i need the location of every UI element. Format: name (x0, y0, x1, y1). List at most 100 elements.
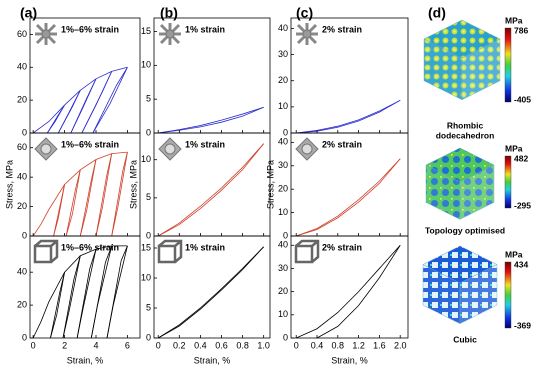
y-tick-label: 5 (146, 192, 151, 202)
y-tick-label: 10 (141, 154, 151, 164)
icon-shape (33, 244, 53, 264)
y-tick-label: 30 (278, 263, 288, 273)
x-tick-label: 2 (62, 340, 67, 350)
data-line (50, 245, 128, 339)
x-tick-label: 0 (156, 340, 161, 350)
colorbar (504, 261, 512, 329)
data-line (32, 66, 128, 134)
y-tick-label: 5 (146, 302, 151, 312)
lattice-face (461, 38, 501, 101)
x-tick-label: 0.8 (332, 340, 345, 350)
icon-shape (158, 239, 183, 263)
panel-label: (a) (20, 5, 37, 21)
colorbar-max: 482 (514, 153, 528, 163)
x-tick-label: 0.2 (173, 340, 186, 350)
x-axis-label: Strain, % (67, 355, 104, 365)
y-tick-label: 0 (22, 230, 27, 240)
data-line (296, 245, 401, 339)
data-line (158, 106, 264, 134)
lattice-icon (35, 23, 57, 45)
x-axis-label: Strain, % (331, 355, 368, 365)
data-line (46, 67, 128, 134)
lattice-icon (158, 137, 182, 161)
colorbar-unit: MPa (505, 249, 523, 259)
colorbar-min: -295 (514, 200, 531, 210)
lattice-render (425, 147, 495, 220)
y-tick-label: 0 (146, 127, 151, 137)
y-tick-label: 20 (17, 201, 27, 211)
annotation: 1%–6% strain (61, 242, 119, 252)
y-tick-label: 40 (278, 240, 288, 250)
y-tick-label: 40 (278, 137, 288, 147)
data-line (296, 158, 401, 237)
lattice-name: Topology optimised (425, 225, 505, 235)
axes-frame (290, 235, 409, 339)
y-tick-label: 5 (146, 94, 151, 104)
panel-label: (b) (160, 5, 178, 21)
colorbar-min: -405 (514, 94, 531, 104)
data-line (50, 245, 128, 339)
annotation: 1% strain (185, 24, 225, 34)
x-tick-label: 0.6 (215, 340, 228, 350)
x-axis-label: Strain, % (194, 355, 231, 365)
lattice-name: Cubic (453, 334, 477, 344)
y-tick-label: 10 (141, 272, 151, 282)
colorbar-unit: MPa (505, 143, 523, 153)
y-tick-label: 20 (278, 75, 288, 85)
x-tick-label: 1.2 (352, 340, 365, 350)
y-axis-label: Stress, MPa (4, 160, 14, 209)
icon-node (302, 29, 312, 39)
data-line (158, 106, 264, 134)
data-line (32, 245, 128, 339)
icon-node (165, 29, 175, 39)
x-tick-label: 0 (294, 340, 299, 350)
y-tick-label: 20 (278, 184, 288, 194)
icon-shape (34, 239, 59, 263)
lattice-icon (295, 137, 319, 161)
annotation: 1% strain (185, 242, 225, 252)
lattice-icon (34, 137, 58, 161)
lattice-render (422, 245, 498, 325)
y-tick-label: 0 (283, 127, 288, 137)
data-line (158, 246, 264, 339)
lattice-render (423, 19, 501, 101)
y-tick-label: 0 (146, 332, 151, 342)
data-line (296, 99, 401, 134)
y-tick-label: 20 (17, 95, 27, 105)
annotation: 1%–6% strain (61, 24, 119, 34)
x-tick-label: 6 (125, 340, 130, 350)
data-line (32, 151, 128, 237)
y-tick-label: 10 (141, 60, 151, 70)
x-tick-label: 0.4 (194, 340, 207, 350)
y-tick-label: 10 (278, 207, 288, 217)
y-tick-label: 20 (17, 299, 27, 309)
icon-shape (295, 239, 320, 263)
axes-frame (29, 235, 141, 339)
panel-label: (d) (428, 5, 446, 21)
annotation: 1% strain (185, 139, 225, 149)
y-tick-label: 0 (22, 332, 27, 342)
x-tick-label: 4 (93, 340, 98, 350)
icon-node (41, 29, 51, 39)
colorbar-max: 434 (514, 259, 528, 269)
y-tick-label: 15 (141, 242, 151, 252)
y-tick-label: 30 (278, 49, 288, 59)
y-tick-label: 40 (278, 23, 288, 33)
axes-frame (153, 235, 271, 339)
data-line (158, 246, 264, 339)
colorbar-min: -369 (514, 320, 531, 330)
icon-node (301, 143, 313, 155)
x-tick-label: 1.6 (373, 340, 386, 350)
lattice-icon (159, 23, 181, 45)
x-tick-label: 0.4 (311, 340, 324, 350)
lattice-icon (296, 23, 318, 45)
y-tick-label: 10 (278, 309, 288, 319)
icon-node (164, 143, 176, 155)
lattice-icon (33, 239, 59, 264)
annotation: 2% strain (322, 139, 362, 149)
x-tick-label: 1.0 (257, 340, 270, 350)
lattice-name: Rhombic (447, 120, 484, 130)
lattice-icon (157, 239, 183, 264)
y-axis-label: Stress, MPa (128, 160, 138, 209)
